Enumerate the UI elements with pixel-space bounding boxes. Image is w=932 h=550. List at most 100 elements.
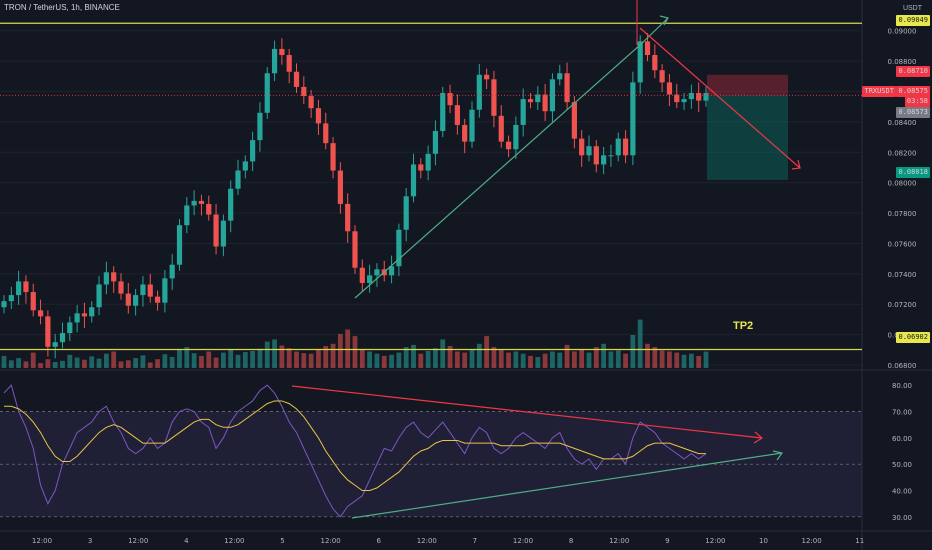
candle-body [505,141,512,150]
candle-body [615,138,621,156]
time-axis-tick: 12:00 [609,537,629,545]
volume-bar [528,355,533,368]
candle-body [359,267,365,283]
volume-bar [111,351,117,368]
candle-body [447,93,453,106]
price-axis-tick: 0.09000 [888,28,917,36]
candle-body [571,102,577,139]
rsi-ma-line [4,400,706,491]
candle-body [96,284,102,308]
volume-bar [476,343,482,368]
volume-bar [374,353,380,368]
volume-bar [433,348,438,368]
candle-body [81,313,88,317]
candle-body [257,112,263,141]
candle-body [337,170,343,204]
price-axis-tick: 0.07200 [888,301,917,309]
candle-body [52,342,58,347]
candle-body [593,146,599,165]
volume-bar [74,357,80,368]
top-line-price-label: 0.09049 [896,15,930,26]
volume-bar [681,354,687,368]
volume-bar [82,359,87,368]
price-axis-tick: 0.07600 [888,240,917,248]
candle-body [462,124,468,142]
volume-bar [30,352,36,368]
volume-bar [264,341,270,368]
volume-bar [67,354,73,368]
time-axis-tick: 12:00 [224,537,244,545]
candle-body [345,203,351,232]
volume-bar [418,353,424,368]
rsi-axis-tick: 30.00 [892,514,912,522]
candle-body [323,123,329,144]
volume-bar [140,355,146,368]
volume-bar [96,358,102,368]
volume-bar [45,359,51,368]
volume-bar [593,347,599,368]
candle-body [410,164,417,197]
volume-bar [601,343,607,368]
volume-bar [118,361,124,368]
candle-body [125,293,131,306]
volume-bar [645,343,650,368]
time-axis-tick: 6 [376,537,381,545]
candle-body [59,333,66,343]
volume-bar [506,352,511,368]
candle-body [681,99,687,103]
candle-body [279,48,285,56]
candle-body [264,73,270,113]
candle-body [608,155,614,157]
time-axis-tick: 12:00 [513,537,533,545]
volume-bar [23,361,29,368]
candle-body [454,105,460,125]
volume-bar [396,352,402,368]
candle-body [228,188,234,221]
candle-body [30,292,36,311]
volume-bar [491,347,497,368]
candle-body [527,99,534,103]
volume-bar [389,354,394,368]
volume-bar [191,353,197,368]
uptrend-line [354,44,641,299]
candle-body [23,281,29,293]
volume-bar [177,349,182,368]
candle-body [198,200,205,204]
volume-bar [367,351,373,368]
candle-body [520,99,526,125]
candle-body [74,313,80,323]
volume-bar [586,352,592,368]
rsi-downtrend-line [291,385,763,439]
volume-bar [103,353,109,368]
candle-body [147,284,153,297]
candle-body [184,205,190,226]
price-axis-tick: 0.08200 [888,149,917,157]
candle-body [16,281,22,296]
volume-bar [16,358,22,368]
rsi-band [0,411,862,517]
candle-body [242,161,248,171]
volume-bar [447,346,453,368]
downtrend-line [639,27,801,169]
volume-bar [571,351,577,368]
rsi-axis-tick: 50.00 [892,461,912,469]
candle-body [191,200,197,206]
volume-bar [557,352,563,368]
chart-title: TRON / TetherUS, 1h, BINANCE [4,3,120,12]
candle-body [622,138,629,156]
rsi-axis-tick: 60.00 [892,435,912,443]
candle-body [293,71,300,87]
tp2-annotation: TP2 [733,320,754,332]
time-axis-tick: 12:00 [128,537,148,545]
volume-bar [498,349,504,368]
candle-body [250,140,256,162]
candle-body [601,155,607,165]
candle-body [586,146,592,156]
candle-body [118,281,124,294]
candle-body [235,170,241,189]
volume-bar [125,360,131,368]
time-axis-tick: 7 [473,537,477,545]
time-axis-tick: 12:00 [417,537,437,545]
volume-bar [623,353,628,368]
